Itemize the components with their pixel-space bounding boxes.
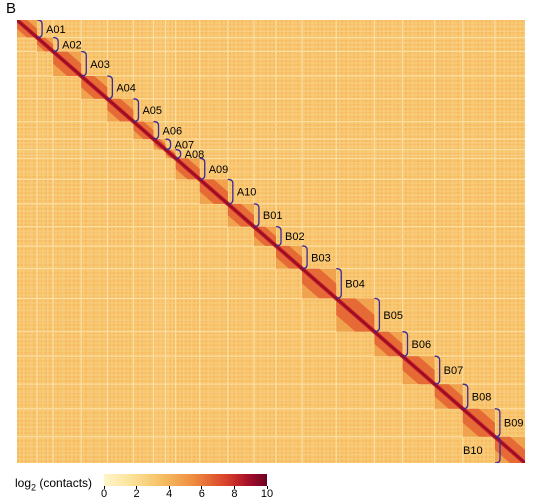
chromosome-bracket xyxy=(153,120,160,140)
panel-label: B xyxy=(6,0,17,17)
chromosome-bracket xyxy=(81,50,87,77)
chromosome-label: B09 xyxy=(504,418,524,430)
chromosome-bracket xyxy=(175,148,182,159)
chromosome-label: A04 xyxy=(116,82,136,94)
hic-heatmap: A01 A02 A03 A04 A05 A06 A07 A08 A09 A10 B01 B02 B03 B… xyxy=(17,20,525,463)
chromosome-bracket xyxy=(336,267,342,300)
chromosome-bracket xyxy=(302,245,308,270)
colorbar-tick-label: 0 xyxy=(100,488,108,500)
chromosome-label: B03 xyxy=(311,252,331,264)
colorbar-tick-label: 6 xyxy=(198,488,205,500)
chromosome-label: B05 xyxy=(383,310,403,322)
colorbar-tick xyxy=(103,486,105,489)
chromosome-label: A06 xyxy=(163,125,183,137)
colorbar-tick-label: 4 xyxy=(166,488,173,500)
colorbar-tick xyxy=(168,486,170,489)
chromosome-label: A03 xyxy=(90,59,110,71)
chromosome-bracket xyxy=(107,75,114,100)
chromosome-bracket xyxy=(275,225,282,247)
chromosome-bracket xyxy=(494,436,501,463)
colorbar-tick xyxy=(233,486,235,489)
chromosome-bracket xyxy=(165,138,172,151)
main-diagonal-core xyxy=(17,20,525,463)
chromosome-label: B10 xyxy=(463,445,483,457)
colorbar-tick xyxy=(201,486,203,489)
chromosome-bracket xyxy=(494,408,501,438)
chromosome-bracket xyxy=(434,355,441,385)
chromosome-label: A10 xyxy=(237,187,257,199)
colorbar-tick xyxy=(136,486,138,489)
chromosome-label: B04 xyxy=(345,279,365,291)
chromosome-bracket xyxy=(37,20,43,39)
chromosome-bracket xyxy=(227,178,234,205)
chromosome-label: A08 xyxy=(185,149,205,161)
chromosome-bracket xyxy=(402,331,409,357)
colorbar-title: log2 (contacts) xyxy=(15,476,93,493)
colorbar-tick-label: 10 xyxy=(260,488,274,500)
chromosome-bracket xyxy=(253,203,260,228)
colorbar xyxy=(104,474,267,486)
chromosome-label: B02 xyxy=(285,231,305,243)
chromosome-label: B01 xyxy=(263,210,283,222)
chromosome-label: A01 xyxy=(46,24,66,36)
chromosome-label: B07 xyxy=(444,365,464,377)
chromosome-bracket xyxy=(53,36,59,53)
chromosome-label: B06 xyxy=(412,339,432,351)
chromosome-bracket xyxy=(374,297,381,333)
colorbar-tick-label: 8 xyxy=(231,488,238,500)
chromosome-bracket xyxy=(199,157,206,180)
chromosome-label: A05 xyxy=(142,105,162,117)
chromosome-label: B08 xyxy=(472,391,492,403)
chromosome-bracket xyxy=(133,98,140,123)
chromosome-label: A02 xyxy=(62,40,82,52)
chromosome-label: A07 xyxy=(175,139,195,151)
colorbar-tick-label: 2 xyxy=(133,488,140,500)
chromosome-bracket xyxy=(462,383,469,410)
chromosome-label: A09 xyxy=(209,164,229,176)
colorbar-tick xyxy=(266,486,268,489)
